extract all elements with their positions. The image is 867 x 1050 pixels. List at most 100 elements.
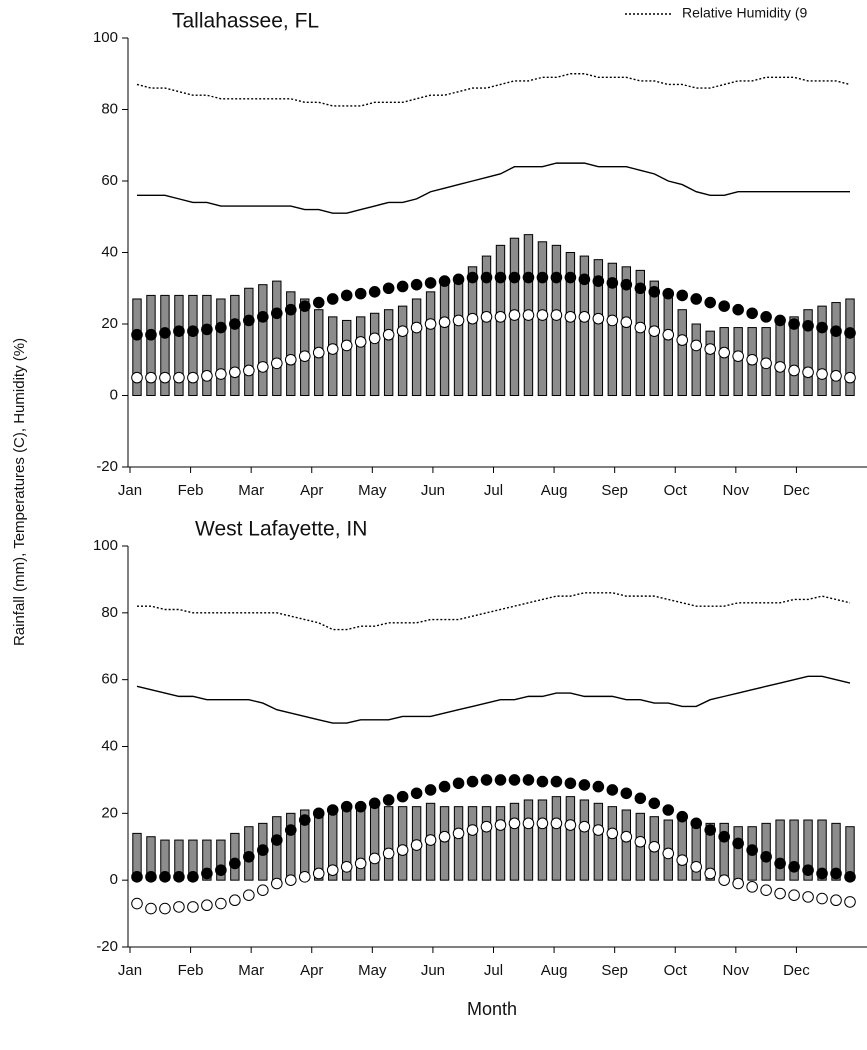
point	[564, 777, 577, 790]
x-tick-label: Oct	[664, 482, 688, 499]
bar	[244, 287, 254, 396]
point	[830, 325, 842, 337]
point	[201, 867, 213, 880]
bar	[286, 812, 296, 881]
x-tick-label: Aug	[541, 482, 568, 499]
bar	[663, 294, 673, 396]
x-tick-label: Apr	[300, 482, 323, 499]
point	[704, 867, 717, 880]
point	[438, 316, 451, 329]
bar	[369, 806, 380, 881]
point	[662, 804, 675, 816]
point	[326, 864, 339, 876]
point	[620, 316, 633, 329]
x-tick-label: Dec	[783, 482, 810, 499]
point	[578, 311, 591, 323]
point	[746, 844, 758, 856]
point	[396, 325, 409, 337]
point	[257, 844, 269, 856]
y-tick-label: -20	[96, 458, 118, 475]
point	[201, 370, 213, 382]
point	[718, 346, 730, 359]
point	[298, 814, 311, 826]
point	[634, 792, 647, 805]
bar	[286, 291, 296, 397]
line	[136, 675, 851, 724]
y-tick-label: 60	[101, 172, 118, 189]
point	[284, 874, 297, 886]
point	[229, 894, 241, 907]
point	[382, 282, 395, 295]
point	[466, 271, 479, 284]
point	[145, 871, 157, 883]
point	[816, 892, 828, 905]
point	[424, 277, 437, 289]
bar	[509, 802, 520, 881]
bar	[132, 298, 142, 397]
point	[690, 339, 703, 352]
point	[298, 350, 311, 362]
point	[564, 271, 577, 284]
point	[452, 777, 465, 790]
bar	[453, 277, 464, 396]
x-tick-label: Nov	[722, 962, 749, 979]
point	[368, 286, 381, 298]
point	[634, 835, 647, 848]
point	[257, 361, 269, 373]
point	[494, 819, 507, 831]
y-tick-label: 20	[101, 804, 118, 821]
point	[284, 824, 297, 836]
point	[802, 891, 814, 903]
point	[312, 296, 325, 309]
point	[648, 286, 661, 298]
point	[312, 807, 325, 820]
x-tick-label: Jun	[421, 482, 445, 499]
point	[718, 830, 730, 843]
bar	[775, 319, 785, 396]
point	[340, 339, 353, 352]
point	[424, 834, 437, 846]
bar	[565, 796, 576, 881]
point	[368, 797, 381, 810]
point	[494, 774, 507, 786]
point	[830, 867, 842, 880]
y-tick-label: 60	[101, 671, 118, 688]
point	[229, 318, 241, 330]
point	[508, 774, 521, 786]
bar	[621, 809, 632, 881]
bar	[705, 822, 715, 881]
point	[774, 887, 786, 900]
point	[802, 864, 814, 876]
point	[201, 323, 213, 336]
point	[466, 312, 479, 325]
point	[145, 902, 157, 915]
point	[382, 794, 395, 806]
point	[676, 810, 689, 823]
bar	[593, 802, 604, 881]
point	[452, 314, 465, 327]
point	[732, 837, 744, 850]
point	[830, 370, 842, 382]
bar	[230, 294, 240, 396]
point	[340, 289, 353, 302]
bar	[272, 280, 282, 397]
point	[131, 371, 143, 384]
bar	[342, 319, 352, 396]
point	[550, 309, 563, 321]
point	[173, 371, 185, 384]
bar	[467, 266, 478, 396]
point	[774, 857, 786, 870]
point	[131, 871, 143, 883]
point	[550, 271, 563, 284]
x-tick-label: Jul	[484, 482, 503, 499]
point	[606, 827, 619, 840]
chart-title: West Lafayette, IN	[195, 518, 367, 541]
point	[270, 877, 283, 890]
point	[410, 839, 423, 851]
bar	[621, 266, 632, 396]
point	[270, 834, 283, 846]
point	[354, 800, 367, 813]
point	[648, 325, 661, 337]
point	[229, 857, 241, 870]
